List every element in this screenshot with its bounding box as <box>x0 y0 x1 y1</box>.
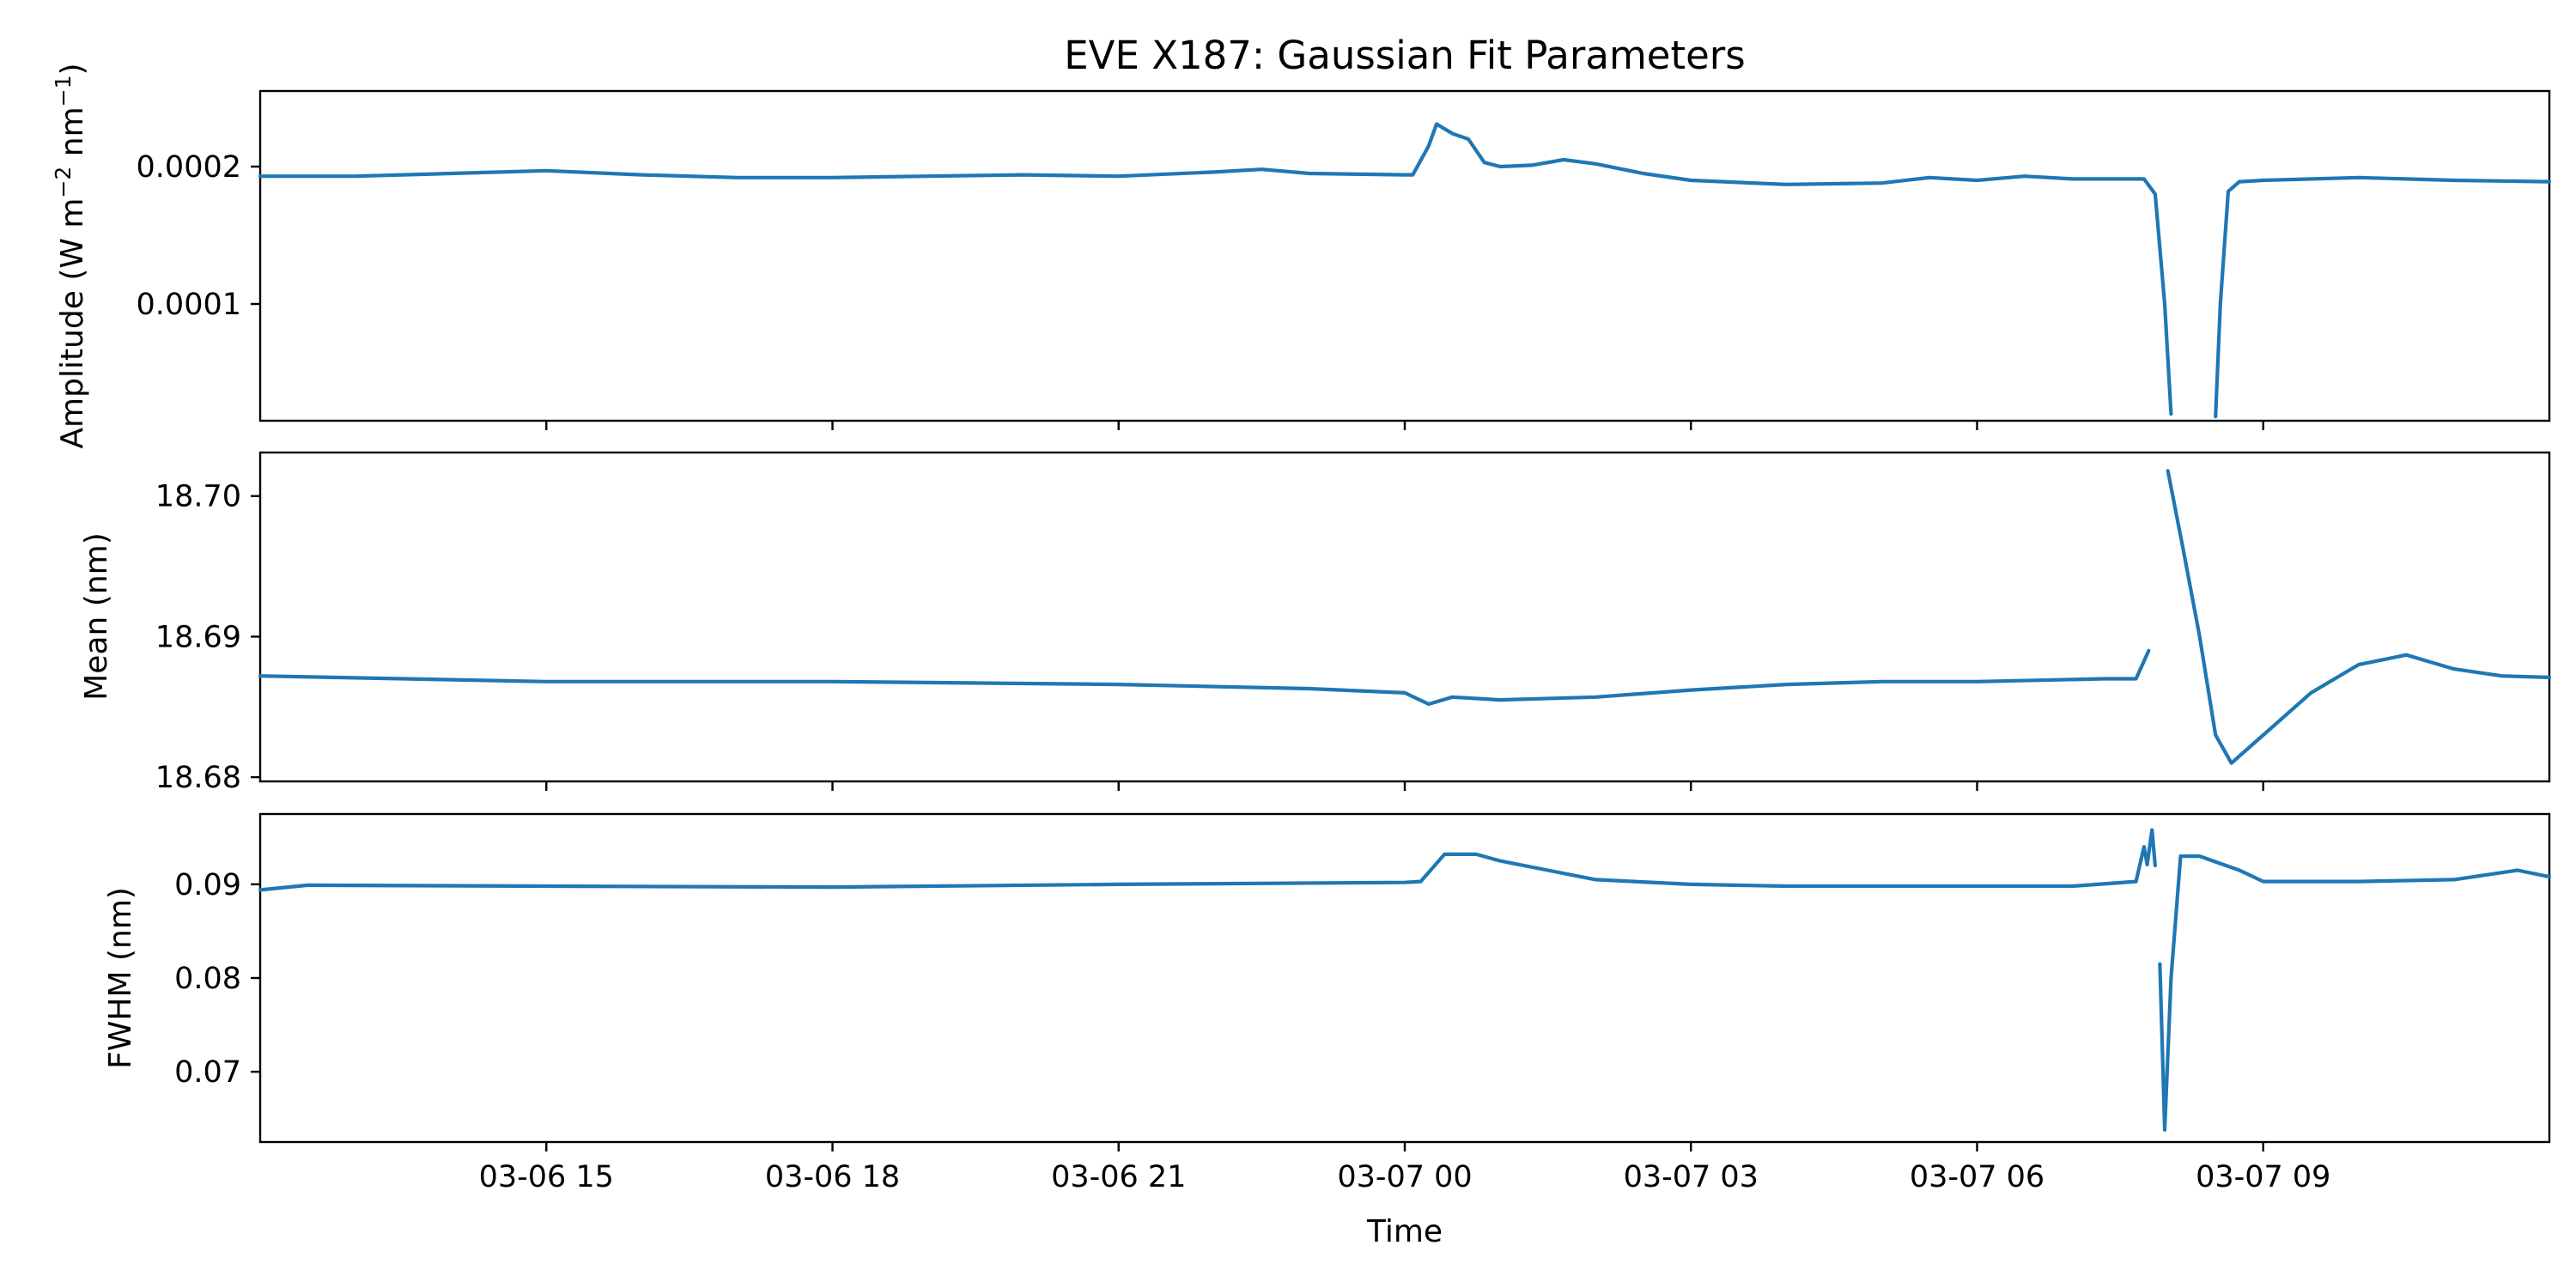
mean-plot-frame <box>258 451 2551 783</box>
x-tick-label: 03-07 00 <box>1337 1160 1472 1194</box>
x-tick-label: 03-07 06 <box>1910 1160 2044 1194</box>
mean-axis-label: Mean (nm) <box>79 532 114 701</box>
fwhm-series-line <box>258 828 2157 892</box>
fwhm-series-line <box>2158 854 2552 1132</box>
fwhm-y-tick-label: 0.08 <box>174 962 241 996</box>
amplitude-series-line <box>258 122 2173 416</box>
fwhm-panel: FWHM (nm) 03-06 15 03-06 18 03-06 21 03-07 … <box>103 812 2552 1194</box>
mean-y-tick-label: 18.68 <box>155 761 241 795</box>
x-tick-label: 03-06 18 <box>765 1160 900 1194</box>
fwhm-plot-frame <box>258 812 2551 1144</box>
x-tick-label: 03-06 15 <box>479 1160 614 1194</box>
x-tick-label: 03-07 09 <box>2196 1160 2330 1194</box>
fwhm-axis-label: FWHM (nm) <box>103 887 138 1069</box>
x-tick-label: 03-07 03 <box>1624 1160 1759 1194</box>
amplitude-y-tick-label: 0.0001 <box>137 288 241 322</box>
amplitude-y-tick-label: 0.0002 <box>137 150 241 185</box>
amplitude-plot-frame <box>258 89 2551 422</box>
mean-y-tick-label: 18.69 <box>155 620 241 654</box>
chart-title: EVE X187: Gaussian Fit Parameters <box>1064 33 1746 78</box>
mean-series-line <box>2166 469 2552 765</box>
x-axis-label: Time <box>1366 1214 1443 1249</box>
amplitude-series-line <box>2214 175 2552 419</box>
amplitude-axis-label: Amplitude (W m−2 nm−1) <box>51 63 90 448</box>
mean-panel: Mean (nm) 18.68 18.69 18.70 <box>79 451 2552 795</box>
amplitude-panel: Amplitude (W m−2 nm−1) 0.0001 0.0002 <box>51 63 2552 449</box>
fwhm-y-tick-label: 0.07 <box>174 1055 241 1090</box>
mean-y-tick-label: 18.70 <box>155 480 241 514</box>
x-tick-label: 03-06 21 <box>1051 1160 1186 1194</box>
fwhm-y-tick-label: 0.09 <box>174 868 241 902</box>
mean-series-line <box>258 648 2151 707</box>
